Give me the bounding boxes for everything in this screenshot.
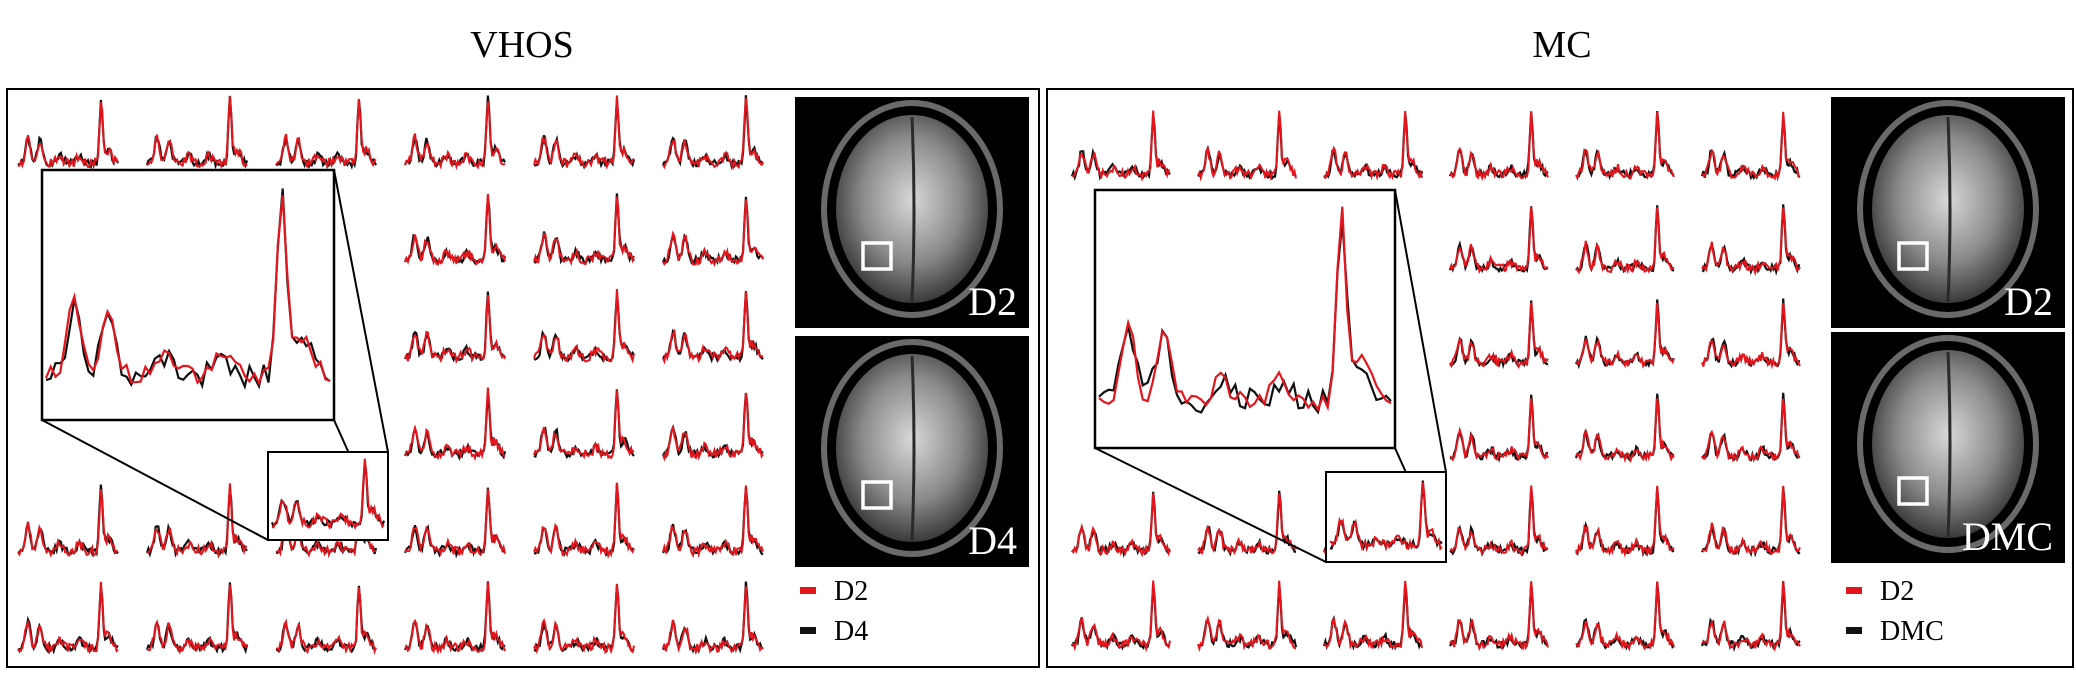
zoom-inset xyxy=(1093,188,1447,563)
panel-mc xyxy=(1046,88,2074,668)
spectrum-trace xyxy=(1574,393,1675,464)
spectrum-trace xyxy=(662,95,764,171)
red-line-icon xyxy=(1846,587,1862,595)
spectrum-trace xyxy=(145,95,249,170)
spectrum-trace xyxy=(403,581,506,655)
spectrum-trace xyxy=(662,581,764,655)
mri-label: D4 xyxy=(968,518,1017,563)
mri-label: D2 xyxy=(968,279,1017,324)
spectrum-trace xyxy=(533,583,635,655)
spectrum-trace xyxy=(403,387,507,462)
mri-label: D2 xyxy=(2004,279,2053,324)
spectrum-trace xyxy=(403,95,506,171)
roi-square-icon xyxy=(1897,476,1929,506)
legend-item: D2 xyxy=(800,578,868,606)
legend-label: D4 xyxy=(834,616,869,647)
brain-mri-icon xyxy=(1857,100,2039,318)
spectrum-trace xyxy=(17,484,119,558)
spectrum-trace xyxy=(1323,110,1424,181)
spectrum-trace xyxy=(662,291,764,365)
spectrum-trace xyxy=(145,582,249,655)
mri-label: DMC xyxy=(1961,514,2053,559)
spectrum-trace xyxy=(275,585,377,656)
spectrum-trace xyxy=(533,95,636,170)
roi-square-icon xyxy=(861,241,893,271)
red-line-icon xyxy=(800,587,816,595)
spectrum-trace xyxy=(533,193,635,267)
spectrum-trace xyxy=(145,483,248,559)
panel-title-mc: MC xyxy=(1532,24,1592,66)
panel-vhos xyxy=(6,88,1040,668)
zoom-inset xyxy=(40,168,389,541)
spectrum-trace xyxy=(1700,111,1801,182)
spectrum-trace xyxy=(1449,300,1549,370)
panel-title-vhos: VHOS xyxy=(470,24,574,66)
spectrum-trace xyxy=(1701,392,1801,463)
spectrum-trace xyxy=(403,193,507,266)
roi-square-icon xyxy=(861,480,893,510)
spectrum-trace xyxy=(17,581,119,655)
spectrum-trace xyxy=(1071,491,1171,559)
mri-image-mc-d2: D2 xyxy=(1831,97,2065,328)
spectrum-trace xyxy=(17,99,119,170)
spectrum-trace xyxy=(270,458,386,530)
spectrum-trace xyxy=(1575,485,1675,558)
spectrum-trace xyxy=(1575,205,1675,275)
mri-image-mc-dmc: DMC xyxy=(1831,332,2065,563)
spectrum-trace xyxy=(1449,485,1549,557)
spectrum-trace xyxy=(533,389,635,460)
legend-label: D2 xyxy=(834,576,869,607)
spectrum-trace xyxy=(1071,580,1171,653)
legend-label: DMC xyxy=(1880,616,1944,647)
legend-item: D4 xyxy=(800,618,868,646)
legend-label: D2 xyxy=(1880,576,1915,607)
spectrum-trace xyxy=(662,485,764,559)
spectrum-trace xyxy=(1575,111,1675,182)
spectrum-trace xyxy=(1448,111,1549,182)
spectrum-trace xyxy=(275,98,377,170)
spectrum-trace xyxy=(1449,394,1549,463)
spectrum-trace xyxy=(403,291,506,364)
legend-item: DMC xyxy=(1846,618,1944,646)
spectrum-trace xyxy=(1070,110,1171,182)
spectrum-trace xyxy=(1197,580,1298,653)
spectrum-trace xyxy=(1329,480,1443,553)
spectrum-trace xyxy=(1701,485,1801,558)
spectrum-trace xyxy=(1700,581,1801,653)
mri-image-vhos-d2: D2 xyxy=(795,97,1029,328)
spectrum-trace xyxy=(1701,298,1801,370)
spectrum-trace xyxy=(662,196,764,267)
roi-square-icon xyxy=(1897,241,1929,271)
spectrum-trace xyxy=(1448,206,1549,275)
black-line-icon xyxy=(800,627,816,635)
spectrum-trace xyxy=(1574,299,1675,370)
spectrum-trace xyxy=(1701,204,1801,276)
spectrum-trace xyxy=(662,392,764,462)
black-line-icon xyxy=(1846,627,1862,635)
spectrum-trace xyxy=(1575,581,1675,652)
spectrum-trace xyxy=(1197,110,1297,182)
brain-mri-icon xyxy=(821,339,1003,557)
brain-mri-icon xyxy=(1857,335,2039,553)
spectrum-trace xyxy=(533,289,635,364)
spectrum-trace xyxy=(1197,490,1297,557)
legend-item: D2 xyxy=(1846,578,1914,606)
brain-mri-icon xyxy=(821,100,1003,318)
spectrum-trace xyxy=(403,487,506,559)
spectrum-trace xyxy=(1449,581,1549,652)
spectrum-trace xyxy=(533,482,635,560)
mri-image-vhos-d4: D4 xyxy=(795,336,1029,567)
spectrum-trace xyxy=(1322,580,1423,651)
